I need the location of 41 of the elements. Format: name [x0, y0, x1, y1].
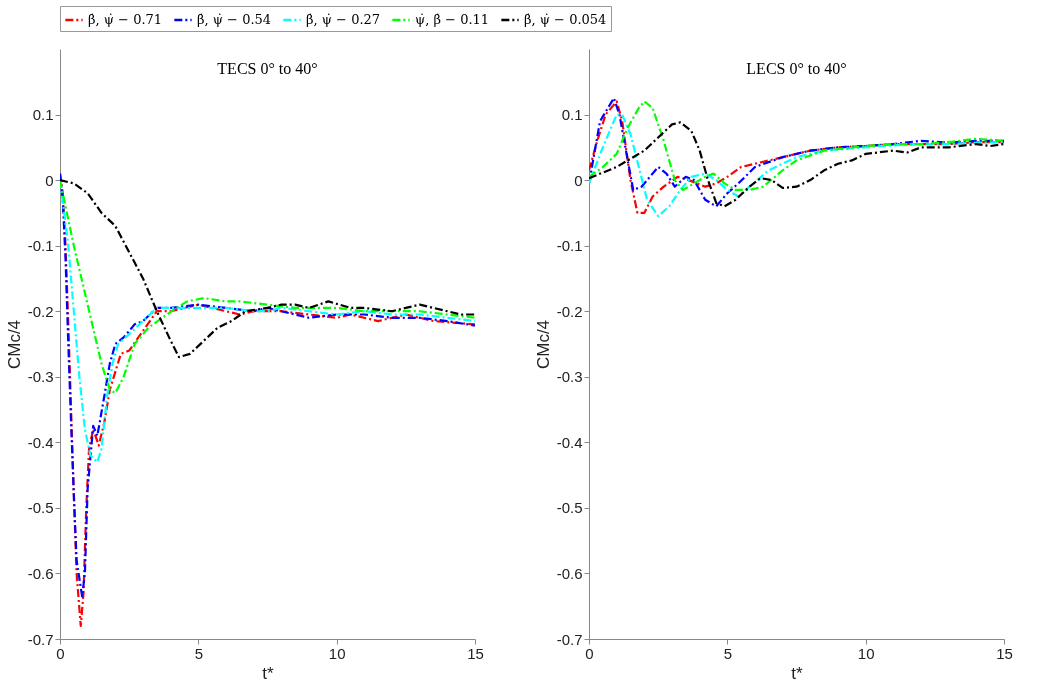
- text: TECS 0° to 40°: [217, 60, 318, 77]
- line-series: [60, 179, 475, 359]
- x-tick-label: 0: [585, 644, 594, 662]
- y-tick-label: -0.1: [556, 237, 583, 255]
- x-tick-label: 15: [996, 644, 1013, 662]
- x-tick-label: 10: [857, 644, 875, 662]
- line-series: [589, 100, 1004, 192]
- line-series: [589, 121, 1004, 208]
- x-axis-title: t*: [791, 663, 804, 683]
- y-tick-label: -0.4: [27, 433, 54, 451]
- y-tick-label: 0.1: [561, 106, 583, 124]
- y-tick-label: -0.6: [556, 564, 583, 582]
- line-series: [60, 179, 475, 395]
- legend-label: β̇, ψ̇ − 0.54: [197, 12, 272, 27]
- y-axis-title: CMc/4: [4, 319, 24, 370]
- y-tick-label: -0.3: [556, 368, 583, 386]
- y-tick-label: 0.1: [32, 106, 54, 124]
- x-tick-label: 15: [467, 644, 484, 662]
- y-axis-title: CMc/4: [533, 319, 553, 370]
- legend-label: β̇, ψ̇ − 0.054: [524, 12, 607, 27]
- y-tick-label: -0.2: [27, 302, 54, 320]
- x-axis-title: t*: [262, 663, 275, 683]
- y-tick-label: -0.6: [27, 564, 54, 582]
- y-tick-label: -0.2: [556, 302, 583, 320]
- text: LECS 0° to 40°: [746, 60, 847, 77]
- y-tick-label: -0.5: [27, 499, 54, 517]
- y-tick-label: 0: [45, 171, 54, 189]
- y-tick-label: -0.1: [27, 237, 54, 255]
- y-tick-label: -0.7: [27, 630, 54, 648]
- legend-label: ψ̇, β̇ − 0.11: [415, 12, 490, 27]
- y-tick-label: -0.7: [556, 630, 583, 648]
- y-tick-label: -0.4: [556, 433, 583, 451]
- y-tick-label: -0.3: [27, 368, 54, 386]
- x-tick-label: 5: [723, 644, 733, 662]
- x-tick-label: 0: [56, 644, 65, 662]
- x-tick-label: 10: [328, 644, 346, 662]
- legend-label: β̇, ψ̇ − 0.71: [88, 12, 163, 27]
- x-tick-label: 5: [194, 644, 204, 662]
- y-tick-label: -0.5: [556, 499, 583, 517]
- legend-label: β̇, ψ̇ − 0.27: [306, 12, 381, 27]
- y-tick-label: 0: [574, 171, 583, 189]
